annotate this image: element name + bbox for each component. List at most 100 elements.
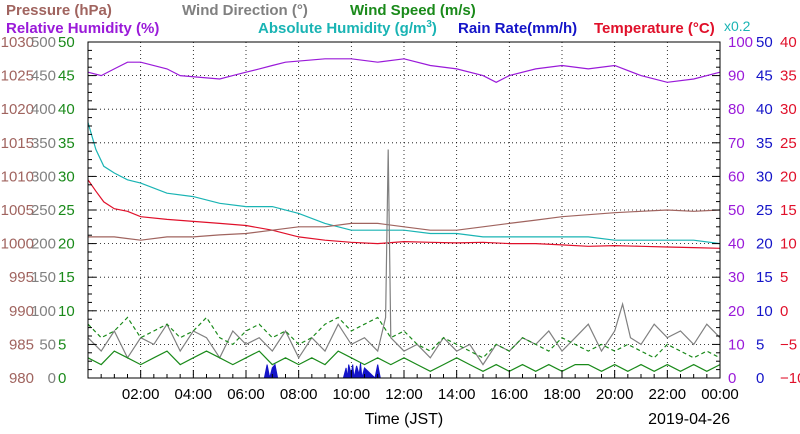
x-tick-label: 10:00 (333, 386, 371, 403)
y-tick-label-wind-speed: 20 (58, 236, 75, 253)
y-tick-label-relative-humidity: 40 (728, 236, 745, 253)
y-tick-label-rain-rate: 30 (756, 168, 773, 185)
x-tick-label: 08:00 (280, 386, 318, 403)
y-tick-label-rain-rate: 5 (756, 336, 764, 353)
x-tick-label: 12:00 (385, 386, 423, 403)
series-wind-gust (87, 316, 721, 359)
tick-layer (88, 41, 721, 379)
y-tick-label-relative-humidity: 50 (728, 202, 745, 219)
y-tick-label-wind-direction: 0 (48, 370, 56, 387)
y-tick-label-temperature: 10 (780, 236, 797, 253)
y-tick-label-relative-humidity: 0 (728, 370, 736, 387)
x-tick-label: 20:00 (596, 386, 634, 403)
series-relative-humidity (87, 58, 721, 83)
y-tick-label-rain-rate: 25 (756, 202, 773, 219)
y-tick-label-wind-speed: 45 (58, 68, 75, 85)
legend-absolute-humidity-scale: x0.2 (724, 18, 751, 34)
y-tick-label-wind-speed: 30 (58, 168, 75, 185)
series-wind-speed (87, 350, 721, 372)
y-tick-label-rain-rate: 20 (756, 236, 773, 253)
y-tick-label-relative-humidity: 70 (728, 135, 745, 152)
legend-absolute-humidity-text: Absolute Humidity (g/m (258, 20, 426, 37)
legend-wind-speed: Wind Speed (m/s) (350, 2, 476, 19)
y-tick-label-wind-direction: 250 (31, 202, 56, 219)
y-tick-label-wind-direction: 350 (31, 135, 56, 152)
legend-absolute-humidity-sup: 3 (426, 19, 432, 30)
x-tick-label: 06:00 (227, 386, 265, 403)
y-tick-label-wind-direction: 100 (31, 303, 56, 320)
legend-absolute-humidity-close: ) (432, 20, 437, 37)
y-tick-label-rain-rate: 50 (756, 34, 773, 51)
y-tick-label-pressure: 995 (9, 269, 34, 286)
y-tick-label-rain-rate: 0 (756, 370, 764, 387)
y-tick-label-pressure: 985 (9, 336, 34, 353)
y-tick-label-pressure: 1000 (1, 236, 34, 253)
x-axis-label: Time (JST) (365, 411, 444, 428)
y-tick-label-wind-direction: 150 (31, 269, 56, 286)
y-tick-label-pressure: 990 (9, 303, 34, 320)
y-tick-label-wind-direction: 450 (31, 68, 56, 85)
legend-temperature: Temperature (°C) (594, 20, 715, 37)
y-tick-label-temperature: 40 (780, 34, 797, 51)
x-tick-label: 14:00 (438, 386, 476, 403)
x-tick-label: 00:00 (701, 386, 739, 403)
y-tick-label-wind-direction: 200 (31, 236, 56, 253)
series-layer (87, 58, 721, 379)
legend-absolute-humidity: Absolute Humidity (g/m3) (258, 19, 437, 37)
y-tick-label-temperature: −10 (780, 370, 800, 387)
y-tick-label-rain-rate: 40 (756, 101, 773, 118)
legend-wind-direction: Wind Direction (°) (182, 2, 308, 19)
x-tick-label: 04:00 (175, 386, 213, 403)
y-tick-label-pressure: 1025 (1, 68, 34, 85)
y-tick-label-temperature: 25 (780, 135, 797, 152)
y-tick-label-rain-rate: 15 (756, 269, 773, 286)
y-tick-label-temperature: 30 (780, 101, 797, 118)
y-tick-label-wind-speed: 5 (58, 336, 66, 353)
y-tick-label-pressure: 1020 (1, 101, 34, 118)
x-tick-label: 02:00 (122, 386, 160, 403)
y-tick-label-wind-speed: 15 (58, 269, 75, 286)
y-tick-label-pressure: 980 (9, 370, 34, 387)
y-tick-label-relative-humidity: 80 (728, 101, 745, 118)
y-tick-label-pressure: 1030 (1, 34, 34, 51)
legend-rain-rate: Rain Rate(mm/h) (458, 20, 577, 37)
y-tick-label-temperature: 15 (780, 202, 797, 219)
y-tick-label-relative-humidity: 60 (728, 168, 745, 185)
y-tick-label-temperature: 5 (780, 269, 788, 286)
y-tick-label-temperature: −5 (780, 336, 797, 353)
x-tick-label: 16:00 (491, 386, 529, 403)
y-tick-label-pressure: 1005 (1, 202, 34, 219)
label-layer: 02:00 04:00 06:00 08:00 10:00 12:00 14:00 16:00… (1, 34, 800, 403)
y-tick-label-temperature: 35 (780, 68, 797, 85)
x-tick-label: 22:00 (649, 386, 687, 403)
series-temperature (87, 179, 721, 249)
y-tick-label-wind-speed: 0 (58, 370, 66, 387)
y-tick-label-wind-speed: 35 (58, 135, 75, 152)
y-tick-label-temperature: 20 (780, 168, 797, 185)
y-tick-label-relative-humidity: 100 (728, 34, 753, 51)
grid-layer (88, 42, 720, 378)
series-rain-rate (263, 363, 381, 379)
y-tick-label-temperature: 0 (780, 303, 788, 320)
x-tick-label: 18:00 (543, 386, 581, 403)
y-tick-label-wind-direction: 300 (31, 168, 56, 185)
y-tick-label-wind-speed: 25 (58, 202, 75, 219)
series-pressure (88, 209, 721, 241)
series-absolute-humidity-x0-2 (87, 122, 721, 245)
y-tick-label-wind-direction: 400 (31, 101, 56, 118)
y-tick-label-wind-speed: 10 (58, 303, 75, 320)
y-tick-label-relative-humidity: 20 (728, 303, 745, 320)
y-tick-label-wind-speed: 50 (58, 34, 75, 51)
y-tick-label-wind-direction: 50 (39, 336, 56, 353)
series-wind-direction (87, 149, 721, 366)
y-tick-label-relative-humidity: 10 (728, 336, 745, 353)
y-tick-label-wind-direction: 500 (31, 34, 56, 51)
y-tick-label-rain-rate: 45 (756, 68, 773, 85)
y-tick-label-relative-humidity: 90 (728, 68, 745, 85)
y-tick-label-wind-speed: 40 (58, 101, 75, 118)
y-tick-label-rain-rate: 10 (756, 303, 773, 320)
legend-relative-humidity: Relative Humidity (%) (6, 20, 159, 37)
y-tick-label-pressure: 1015 (1, 135, 34, 152)
